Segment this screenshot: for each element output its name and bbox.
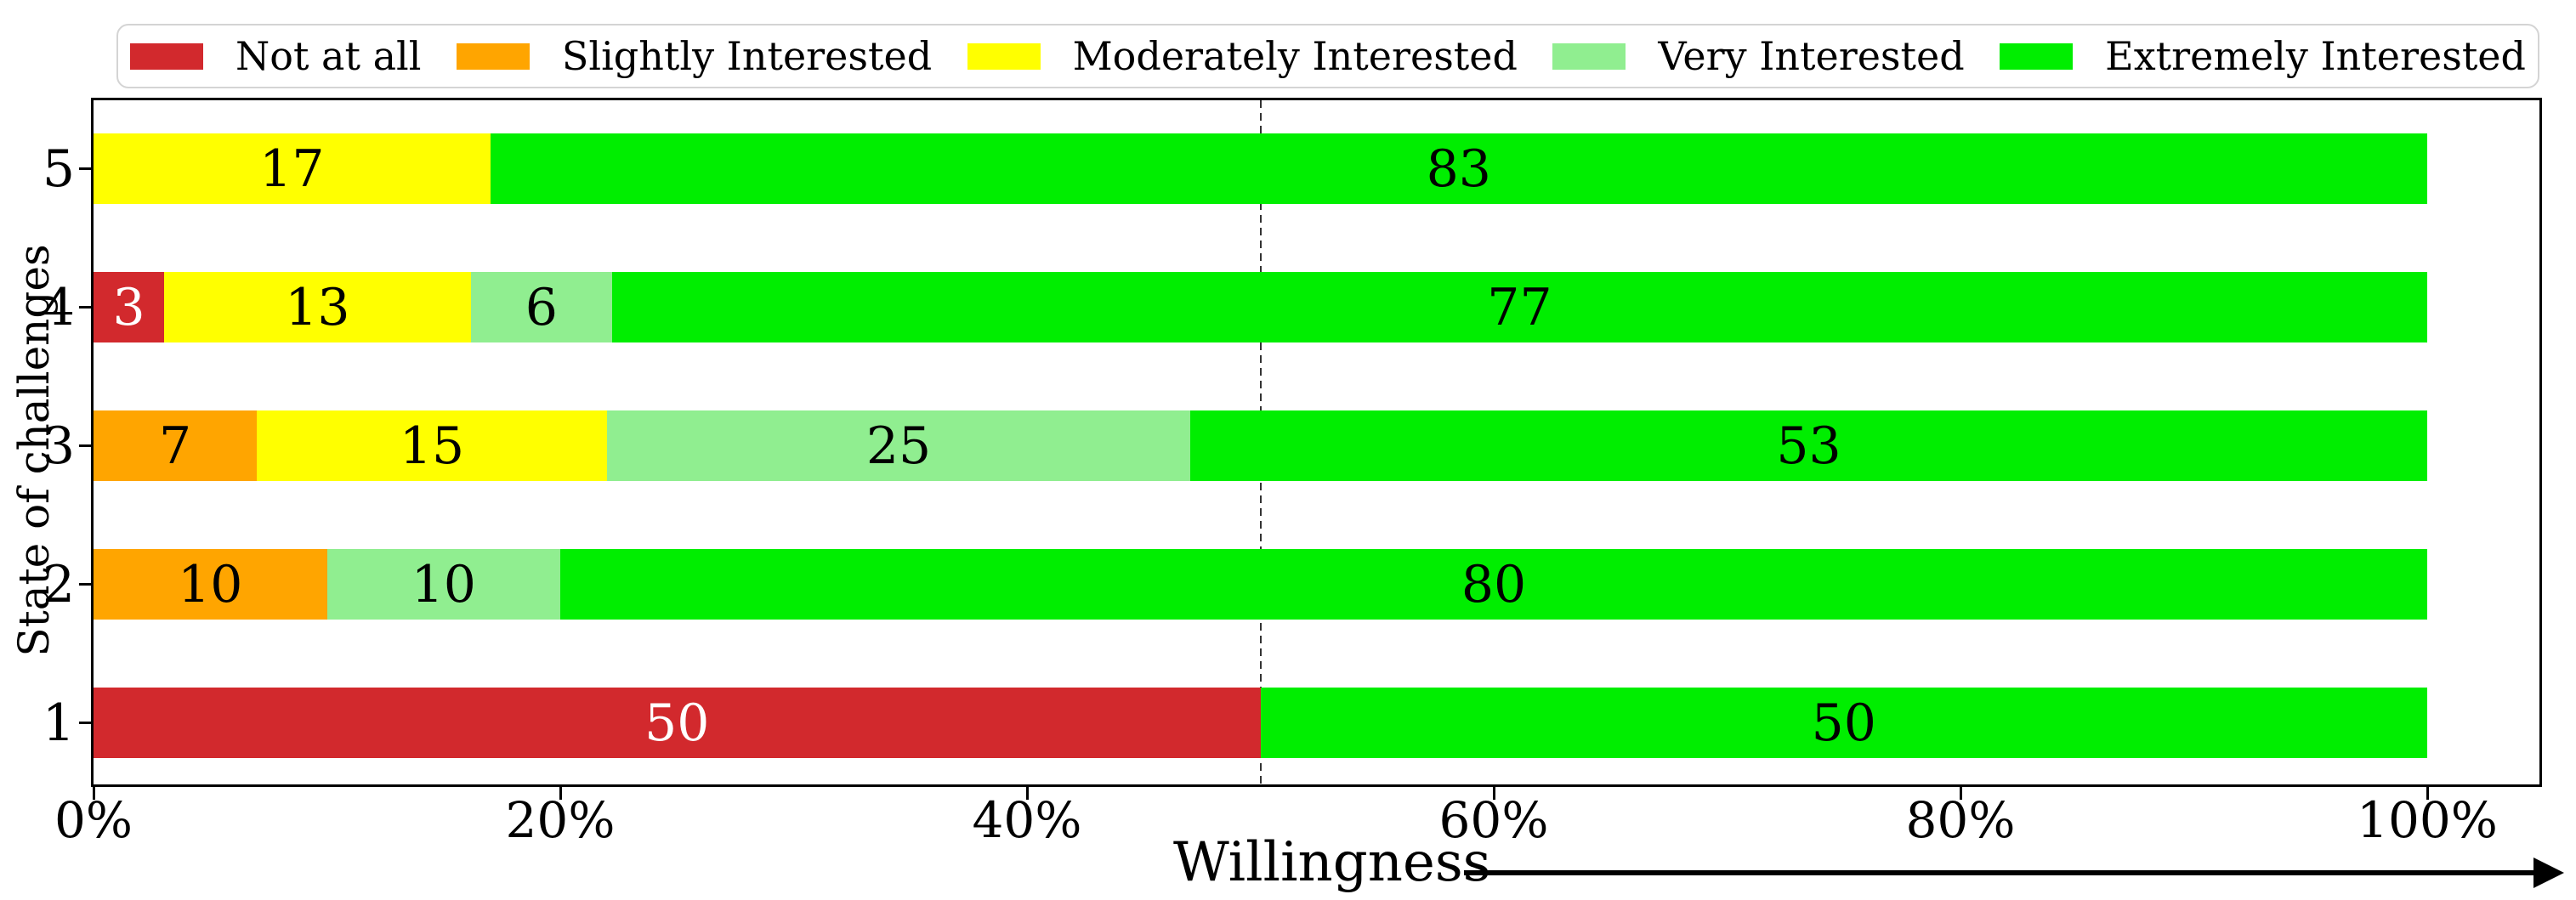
bar-segment-label: 53 [1776,416,1841,476]
bar-segment-label: 17 [259,139,325,199]
bar-segment-not-at-all: 3 [94,272,165,342]
arrow-right-icon [2533,858,2564,888]
x-axis-arrow-line [1464,870,2537,875]
bar-segment-label: 50 [1811,693,1876,753]
bar-segment-very-interested: 6 [470,272,612,342]
x-axis-tick [2426,787,2429,800]
bar-segment-moderately-interested: 13 [164,272,471,342]
legend-color-swatch [130,42,203,70]
bar-segment-extremely-interested: 80 [560,549,2427,620]
legend-color-swatch [967,42,1041,70]
x-tick-label-40pct: 40% [972,791,1082,849]
x-tick-label-100pct: 100% [2357,791,2498,849]
bar-segment-label: 3 [112,277,145,337]
legend: Not at all Slightly Interested Moderately … [116,24,2539,88]
legend-label: Extremely Interested [2105,33,2526,79]
bar-segment-very-interested: 25 [606,410,1191,481]
legend-label: Very Interested [1658,33,1965,79]
x-axis-tick [559,787,562,800]
x-tick-label-60pct: 60% [1438,791,1549,849]
bar-segment-slightly-interested: 7 [94,410,258,481]
legend-label: Slightly Interested [561,33,933,79]
legend-item-slightly-interested: Slightly Interested [456,33,933,79]
bar-segment-label: 25 [865,416,932,476]
y-axis-tick [79,167,91,170]
legend-color-swatch [1552,42,1626,70]
x-axis-tick [1492,787,1495,800]
bar-segment-label: 80 [1461,554,1527,614]
bar-segment-label: 10 [411,554,476,614]
legend-item-extremely-interested: Extremely Interested [2000,37,2526,76]
bar-row-category-2: 10 10 80 [94,549,2427,620]
bar-segment-label: 7 [158,416,192,476]
legend-item-not-at-all: Not at all [130,37,421,76]
bar-segment-label: 13 [285,277,350,337]
bar-segment-slightly-interested: 10 [94,549,327,620]
y-axis-tick [79,306,91,308]
bar-segment-not-at-all: 50 [94,688,1261,758]
bar-row-category-1: 50 50 [94,688,2427,758]
x-axis-title: Willingness [1173,831,1491,894]
bar-segment-label: 15 [399,416,465,476]
bar-segment-label: 6 [525,277,558,337]
bar-segment-extremely-interested: 53 [1190,410,2427,481]
y-axis-tick [79,583,91,586]
bar-segment-very-interested: 10 [326,549,560,620]
bar-row-category-3: 7 15 25 53 [94,410,2427,481]
x-tick-label-0pct: 0% [54,791,133,849]
y-axis-tick [79,444,91,447]
bar-row-category-5: 17 83 [94,133,2427,204]
legend-item-very-interested: Very Interested [1552,33,1965,79]
legend-label: Moderately Interested [1072,33,1518,79]
bar-segment-label: 83 [1426,139,1491,199]
bar-segment-label: 10 [178,554,243,614]
y-tick-label-5: 5 [42,139,75,199]
bar-segment-extremely-interested: 83 [490,133,2427,204]
x-axis-tick [1959,787,1962,800]
y-tick-label-2: 2 [42,554,75,614]
y-tick-label-3: 3 [42,416,75,476]
x-axis-tick [92,787,95,800]
plot-area: 17 83 3 13 6 77 7 15 25 53 10 10 80 50 50 [91,98,2542,787]
y-axis-tick [79,722,91,724]
bar-row-category-4: 3 13 6 77 [94,272,2427,342]
legend-color-swatch [2000,42,2074,70]
bar-segment-moderately-interested: 17 [94,133,491,204]
x-tick-label-20pct: 20% [505,791,616,849]
bar-segment-label: 77 [1487,277,1552,337]
bar-segment-extremely-interested: 77 [611,272,2427,342]
x-axis-tick [1025,787,1029,800]
plot-inner: 17 83 3 13 6 77 7 15 25 53 10 10 80 50 50 [94,100,2539,784]
bar-segment-label: 50 [644,693,710,753]
x-tick-label-80pct: 80% [1905,791,2016,849]
bar-segment-extremely-interested: 50 [1260,688,2427,758]
y-tick-label-4: 4 [42,277,75,337]
bar-segment-moderately-interested: 15 [257,410,607,481]
legend-color-swatch [456,42,530,70]
legend-label: Not at all [235,33,422,79]
legend-item-moderately-interested: Moderately Interested [967,37,1518,76]
y-tick-label-1: 1 [42,693,75,753]
